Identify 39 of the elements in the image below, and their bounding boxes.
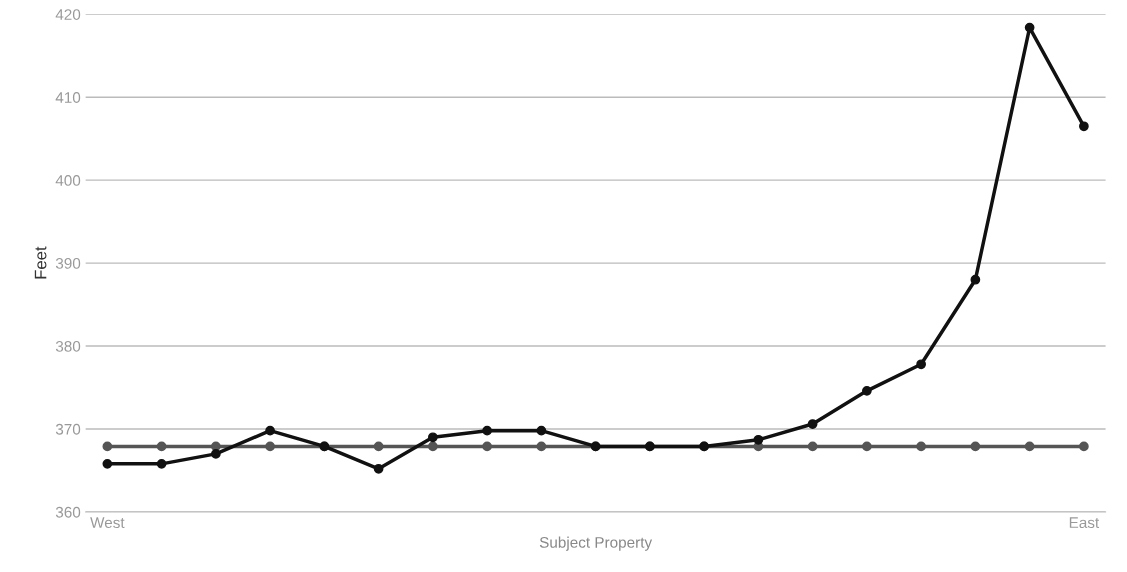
x-axis-title: Subject Property	[539, 536, 653, 551]
y-tick-label: 390	[55, 257, 81, 269]
point	[428, 432, 438, 443]
point	[373, 463, 384, 474]
point	[156, 441, 167, 452]
point	[807, 419, 818, 429]
point	[1079, 441, 1089, 452]
point	[428, 441, 438, 452]
y-axis-title: Feet	[34, 246, 47, 279]
point	[753, 434, 764, 445]
point	[970, 441, 981, 452]
point	[265, 425, 275, 436]
point	[916, 359, 926, 370]
point	[1024, 441, 1035, 452]
point	[265, 441, 275, 452]
point	[482, 441, 492, 452]
point	[210, 449, 221, 459]
point	[536, 425, 547, 436]
point	[862, 385, 872, 396]
point	[373, 441, 384, 452]
x-tick-label: East	[1069, 517, 1100, 529]
x-tick-label: West	[90, 517, 125, 529]
point	[970, 274, 981, 285]
point	[1024, 22, 1035, 33]
point	[536, 441, 547, 452]
point	[156, 458, 167, 469]
point	[482, 425, 492, 436]
point	[807, 441, 818, 452]
point	[1079, 121, 1089, 132]
point	[102, 441, 113, 452]
y-tick-label: 420	[55, 9, 81, 20]
point	[862, 441, 872, 452]
y-tick-label: 410	[55, 92, 81, 103]
y-tick-label: 370	[55, 423, 81, 435]
y-tick-label: 360	[55, 506, 81, 518]
y-tick-label: 400	[55, 175, 81, 186]
point	[916, 441, 926, 452]
point	[102, 458, 113, 469]
y-tick-label: 380	[55, 340, 81, 352]
